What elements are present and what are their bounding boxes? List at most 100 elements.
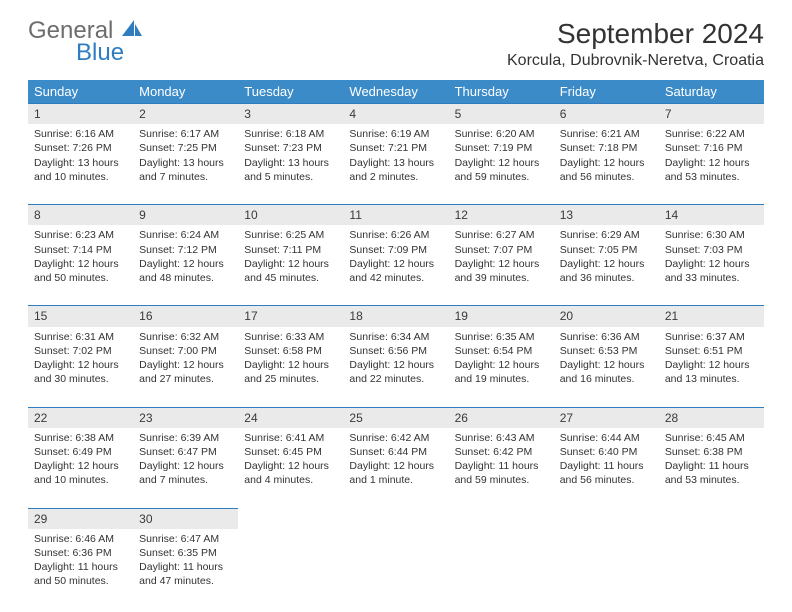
daylight-text: and 53 minutes.	[665, 473, 758, 487]
sunset-text: Sunset: 7:03 PM	[665, 243, 758, 257]
week-row: Sunrise: 6:46 AMSunset: 6:36 PM Daylight:…	[28, 529, 764, 609]
day-header: Monday	[133, 80, 238, 103]
day-number: 1	[28, 103, 133, 124]
day-header: Wednesday	[343, 80, 448, 103]
daynum-cell: 22	[28, 407, 133, 428]
daylight-text: and 50 minutes.	[34, 271, 127, 285]
sunrise-text: Sunrise: 6:42 AM	[349, 431, 442, 445]
sunset-text: Sunset: 6:36 PM	[34, 546, 127, 560]
day-number: 24	[238, 407, 343, 428]
day-cell: Sunrise: 6:47 AMSunset: 6:35 PMDaylight:…	[133, 529, 238, 609]
sunrise-text: Sunrise: 6:29 AM	[560, 228, 653, 242]
daynum-cell: 30	[133, 508, 238, 529]
daylight-text: Daylight: 12 hours	[139, 358, 232, 372]
day-cell: Sunrise: 6:25 AMSunset: 7:11 PMDaylight:…	[238, 225, 343, 305]
daylight-text: Daylight: 12 hours	[455, 257, 548, 271]
page-title: September 2024	[507, 18, 764, 50]
sunset-text: Sunset: 7:18 PM	[560, 141, 653, 155]
day-number: 26	[449, 407, 554, 428]
sunrise-text: Sunrise: 6:35 AM	[455, 330, 548, 344]
daynum-cell: 25	[343, 407, 448, 428]
daylight-text: and 53 minutes.	[665, 170, 758, 184]
day-cell: Sunrise: 6:34 AMSunset: 6:56 PMDaylight:…	[343, 327, 448, 407]
sunrise-text: Sunrise: 6:43 AM	[455, 431, 548, 445]
sunrise-text: Sunrise: 6:47 AM	[139, 532, 232, 546]
daylight-text: and 56 minutes.	[560, 473, 653, 487]
daynum-cell: 3	[238, 103, 343, 124]
day-cell: Sunrise: 6:23 AMSunset: 7:14 PMDaylight:…	[28, 225, 133, 305]
daylight-text: Daylight: 13 hours	[139, 156, 232, 170]
day-cell	[343, 529, 448, 609]
daylight-text: Daylight: 13 hours	[34, 156, 127, 170]
day-number: 12	[449, 204, 554, 225]
day-cell: Sunrise: 6:16 AMSunset: 7:26 PMDaylight:…	[28, 124, 133, 204]
day-cell: Sunrise: 6:32 AMSunset: 7:00 PMDaylight:…	[133, 327, 238, 407]
sunset-text: Sunset: 6:38 PM	[665, 445, 758, 459]
daylight-text: and 10 minutes.	[34, 473, 127, 487]
logo: General Blue	[28, 18, 144, 65]
sunset-text: Sunset: 7:25 PM	[139, 141, 232, 155]
daynum-cell	[343, 508, 448, 529]
sunset-text: Sunset: 6:53 PM	[560, 344, 653, 358]
daynum-cell: 26	[449, 407, 554, 428]
sunset-text: Sunset: 6:54 PM	[455, 344, 548, 358]
sunset-text: Sunset: 7:14 PM	[34, 243, 127, 257]
sunset-text: Sunset: 7:07 PM	[455, 243, 548, 257]
day-header: Sunday	[28, 80, 133, 103]
day-number: 10	[238, 204, 343, 225]
daynum-cell: 27	[554, 407, 659, 428]
sunset-text: Sunset: 6:45 PM	[244, 445, 337, 459]
daylight-text: Daylight: 11 hours	[560, 459, 653, 473]
daylight-text: Daylight: 12 hours	[665, 358, 758, 372]
day-number: 13	[554, 204, 659, 225]
sunset-text: Sunset: 7:23 PM	[244, 141, 337, 155]
daylight-text: and 10 minutes.	[34, 170, 127, 184]
daynum-cell: 7	[659, 103, 764, 124]
sunset-text: Sunset: 7:19 PM	[455, 141, 548, 155]
day-header: Tuesday	[238, 80, 343, 103]
logo-text: General Blue	[28, 18, 144, 65]
daylight-text: Daylight: 11 hours	[139, 560, 232, 574]
daylight-text: Daylight: 12 hours	[665, 156, 758, 170]
sunrise-text: Sunrise: 6:37 AM	[665, 330, 758, 344]
day-number: 25	[343, 407, 448, 428]
daylight-text: and 36 minutes.	[560, 271, 653, 285]
header: General Blue September 2024 Korcula, Dub…	[28, 18, 764, 70]
daynum-row: 2930	[28, 508, 764, 529]
daynum-cell: 28	[659, 407, 764, 428]
day-cell: Sunrise: 6:21 AMSunset: 7:18 PMDaylight:…	[554, 124, 659, 204]
daynum-row: 22232425262728	[28, 407, 764, 428]
title-block: September 2024 Korcula, Dubrovnik-Neretv…	[507, 18, 764, 70]
week-row: Sunrise: 6:38 AMSunset: 6:49 PMDaylight:…	[28, 428, 764, 508]
daylight-text: Daylight: 12 hours	[349, 358, 442, 372]
sunrise-text: Sunrise: 6:22 AM	[665, 127, 758, 141]
sunset-text: Sunset: 7:00 PM	[139, 344, 232, 358]
day-number: 20	[554, 305, 659, 326]
sunset-text: Sunset: 6:42 PM	[455, 445, 548, 459]
sunrise-text: Sunrise: 6:21 AM	[560, 127, 653, 141]
daynum-cell: 17	[238, 305, 343, 326]
daynum-cell: 21	[659, 305, 764, 326]
daylight-text: and 25 minutes.	[244, 372, 337, 386]
daylight-text: Daylight: 13 hours	[244, 156, 337, 170]
sunrise-text: Sunrise: 6:34 AM	[349, 330, 442, 344]
sunrise-text: Sunrise: 6:41 AM	[244, 431, 337, 445]
daylight-text: and 45 minutes.	[244, 271, 337, 285]
daynum-cell: 15	[28, 305, 133, 326]
sunrise-text: Sunrise: 6:16 AM	[34, 127, 127, 141]
daynum-cell: 1	[28, 103, 133, 124]
daynum-row: 891011121314	[28, 204, 764, 225]
daylight-text: and 27 minutes.	[139, 372, 232, 386]
daynum-cell: 20	[554, 305, 659, 326]
sunrise-text: Sunrise: 6:46 AM	[34, 532, 127, 546]
day-number: 21	[659, 305, 764, 326]
day-number: 8	[28, 204, 133, 225]
day-number: 19	[449, 305, 554, 326]
sunrise-text: Sunrise: 6:36 AM	[560, 330, 653, 344]
sunrise-text: Sunrise: 6:23 AM	[34, 228, 127, 242]
daylight-text: and 2 minutes.	[349, 170, 442, 184]
daylight-text: Daylight: 12 hours	[455, 358, 548, 372]
daylight-text: and 22 minutes.	[349, 372, 442, 386]
day-cell: Sunrise: 6:37 AMSunset: 6:51 PMDaylight:…	[659, 327, 764, 407]
sunset-text: Sunset: 6:35 PM	[139, 546, 232, 560]
